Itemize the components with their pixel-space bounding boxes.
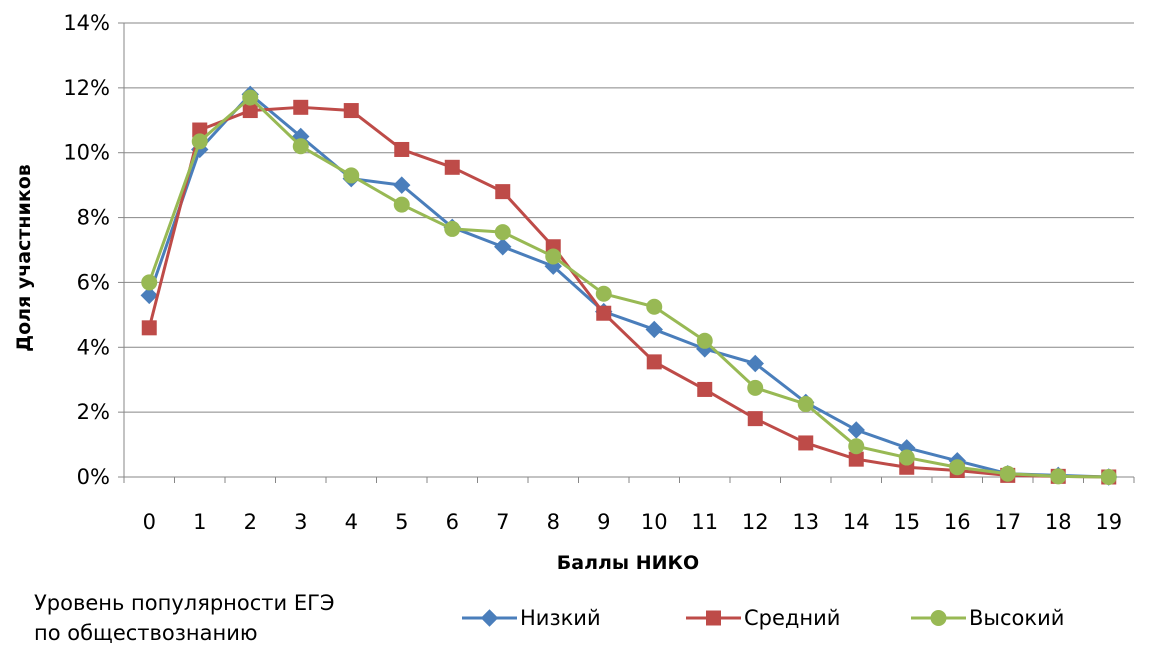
series-line: [147, 96, 1109, 479]
x-tick-label: 0: [143, 510, 156, 534]
data-point: [746, 354, 764, 373]
data-point: [444, 220, 461, 237]
x-tick-label: 15: [893, 510, 920, 534]
data-point: [1100, 469, 1117, 485]
legend-marker: [480, 609, 499, 627]
data-point: [747, 411, 763, 427]
data-point: [646, 354, 662, 370]
y-tick-label: 4%: [77, 335, 110, 359]
x-tick-label: 16: [944, 510, 971, 534]
x-axis-title: Баллы НИКО: [557, 552, 699, 574]
data-point: [191, 133, 208, 150]
data-point: [697, 381, 713, 397]
data-point: [141, 320, 157, 336]
x-tick-label: 19: [1095, 510, 1122, 534]
legend-label: Высокий: [969, 606, 1064, 630]
data-point: [444, 159, 460, 175]
x-tick-label: 12: [742, 510, 769, 534]
data-point: [847, 421, 865, 439]
data-point: [848, 438, 865, 455]
x-tick-label: 2: [244, 510, 257, 534]
y-tick-label: 8%: [77, 206, 110, 230]
x-tick-label: 10: [641, 510, 668, 534]
x-tick-label: 14: [843, 510, 870, 534]
data-point: [292, 138, 309, 155]
data-point: [646, 298, 663, 315]
data-point: [242, 89, 259, 106]
x-tick-label: 9: [597, 510, 610, 534]
data-point: [343, 167, 360, 184]
x-tick-label: 6: [446, 510, 459, 534]
legend-title-line-2: по обществознанию: [34, 621, 258, 645]
data-point: [949, 459, 966, 476]
y-tick-label: 12%: [63, 76, 110, 100]
legend: Уровень популярности ЕГЭ по обществознан…: [34, 591, 1064, 645]
x-tick-label: 1: [193, 510, 206, 534]
legend-label: Низкий: [520, 606, 601, 630]
x-tick-label: 13: [792, 510, 819, 534]
legend-title-line-1: Уровень популярности ЕГЭ: [34, 591, 335, 615]
data-point: [293, 99, 309, 115]
data-point: [848, 451, 864, 467]
data-point: [645, 320, 663, 339]
x-tick-label: 7: [496, 510, 509, 534]
data-point: [747, 379, 764, 396]
data-point: [798, 435, 814, 451]
y-axis-title: Доля участников: [13, 164, 35, 352]
y-tick-label: 10%: [63, 141, 110, 165]
y-tick-labels: 0% 2% 4% 6% 8% 10% 12% 14%: [63, 11, 110, 489]
data-point: [140, 286, 158, 305]
data-point: [393, 176, 411, 194]
data-point: [797, 396, 814, 413]
x-tick-label: 11: [691, 510, 718, 534]
data-point: [1050, 468, 1067, 485]
data-point: [343, 103, 359, 119]
legend-label: Средний: [744, 606, 840, 630]
series-group: [140, 85, 1118, 486]
data-point: [545, 248, 562, 265]
data-point: [696, 332, 713, 349]
data-point: [898, 449, 915, 466]
x-tick-label: 5: [395, 510, 408, 534]
data-point: [495, 184, 511, 200]
series-2: [141, 99, 1117, 485]
legend-marker: [706, 610, 721, 626]
series-3: [141, 89, 1117, 485]
y-tick-label: 2%: [77, 400, 110, 424]
data-point: [242, 103, 258, 119]
x-tick-labels: 0 1 2 3 4 5 6 7 8 9 10 11 12 13 14 15 16 17 18 19: [143, 510, 1123, 534]
x-tick-label: 4: [345, 510, 358, 534]
data-point: [394, 141, 410, 157]
gridlines: [124, 22, 1134, 413]
y-tick-label: 14%: [63, 11, 110, 35]
data-point: [393, 196, 410, 213]
y-tick-label: 6%: [77, 270, 110, 294]
data-point: [595, 285, 612, 302]
x-tick-label: 18: [1045, 510, 1072, 534]
data-point: [494, 224, 511, 241]
data-point: [494, 238, 512, 256]
data-point: [141, 274, 158, 291]
series-line: [147, 105, 1109, 479]
axes: [118, 22, 1135, 483]
y-tick-label: 0%: [77, 465, 110, 489]
x-tick-label: 17: [994, 510, 1021, 534]
data-point: [999, 465, 1016, 482]
series-line: [147, 92, 1109, 479]
legend-marker: [930, 610, 947, 626]
series-1: [140, 85, 1118, 486]
x-tick-label: 3: [294, 510, 307, 534]
data-point: [596, 305, 612, 321]
legend-items: Низкий Средний Высокий: [462, 606, 1064, 630]
x-tick-label: 8: [547, 510, 560, 534]
